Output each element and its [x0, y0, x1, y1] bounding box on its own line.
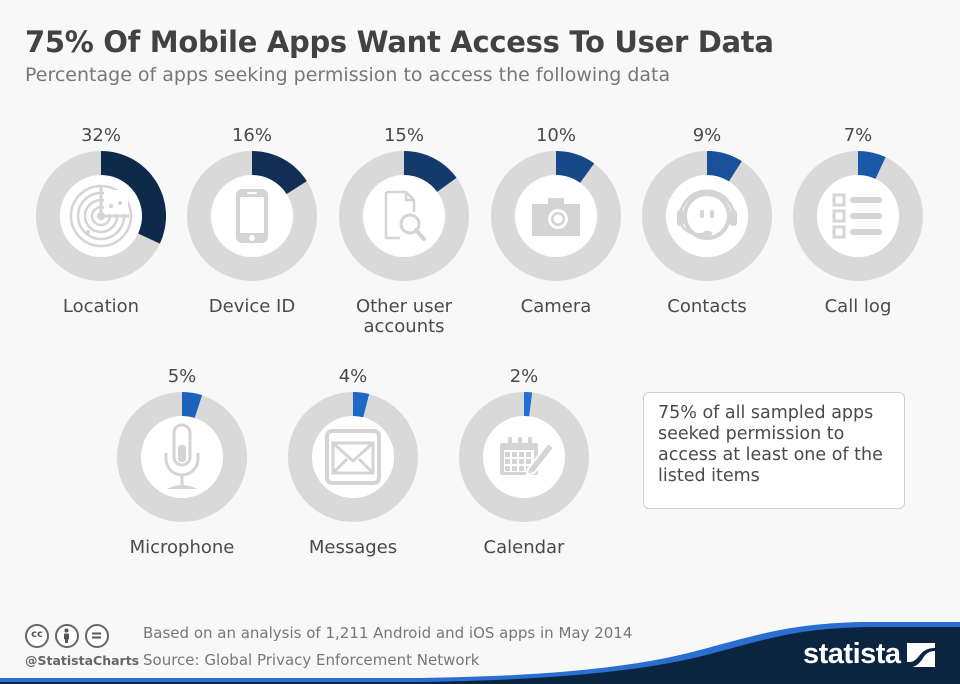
- list-icon: [832, 193, 882, 239]
- donut-value-arc: [556, 151, 595, 183]
- data-label: 2%: [510, 366, 539, 387]
- category-label: Microphone: [130, 537, 235, 558]
- methodology-note: Based on an analysis of 1,211 Android an…: [143, 624, 633, 642]
- data-label: 32%: [81, 125, 121, 146]
- chart-subtitle: Percentage of apps seeking permission to…: [25, 64, 671, 86]
- no-derivatives-icon: [85, 624, 109, 648]
- donut-calendar: 2% Calendar: [459, 366, 589, 558]
- category-label: Contacts: [667, 296, 746, 317]
- camera-icon: [532, 198, 580, 236]
- summary-note-text: 75% of all sampled apps seeked permissio…: [658, 403, 883, 486]
- microphone-icon: [164, 423, 200, 489]
- data-label: 4%: [339, 366, 368, 387]
- summary-note-box: 75% of all sampled apps seeked permissio…: [643, 392, 905, 509]
- headset-icon: [677, 189, 737, 240]
- donut-value-arc: [858, 151, 886, 179]
- statista-logo-text[interactable]: statista: [803, 638, 901, 670]
- donut-value-arc: [353, 392, 370, 418]
- category-label: Calendar: [484, 537, 566, 558]
- category-label: accounts: [363, 316, 444, 337]
- cc-icon: cc: [25, 624, 49, 648]
- data-label: 15%: [384, 125, 424, 146]
- category-label: Device ID: [209, 296, 295, 317]
- donut-location: 32% Location: [36, 125, 166, 317]
- donut-camera: 10% Camera: [491, 125, 621, 317]
- category-label: Location: [63, 296, 139, 317]
- donut-messages: 4% Messages: [288, 366, 418, 558]
- brand-wave-dark: [0, 627, 960, 684]
- license-icons: cc: [25, 624, 109, 648]
- donut-value-arc: [182, 392, 203, 419]
- data-label: 10%: [536, 125, 576, 146]
- donut-hole: [312, 416, 394, 498]
- donut-chart-grid: 32% Location 16% Device ID 15% Other useracco…: [36, 125, 923, 558]
- category-label: Call log: [825, 296, 892, 317]
- category-label: Camera: [521, 296, 592, 317]
- data-label: 7%: [844, 125, 873, 146]
- donut-call-log: 7% Call log: [793, 125, 923, 317]
- donut-microphone: 5% Microphone: [117, 366, 247, 558]
- brand-wave: [0, 622, 960, 684]
- donut-value-arc: [252, 151, 307, 195]
- category-label: Other user: [356, 296, 453, 317]
- attribution-icon: [55, 624, 79, 648]
- chart-title: 75% Of Mobile Apps Want Access To User D…: [25, 25, 774, 59]
- data-label: 5%: [168, 366, 197, 387]
- category-label: Messages: [309, 537, 397, 558]
- source-note: Source: Global Privacy Enforcement Netwo…: [143, 651, 480, 669]
- smartphone-icon: [236, 189, 268, 243]
- envelope-icon: [325, 429, 381, 485]
- data-label: 16%: [232, 125, 272, 146]
- donut-contacts: 9% Contacts: [642, 125, 772, 317]
- donut-value-arc: [524, 392, 533, 417]
- statista-logo-icon: [907, 643, 935, 667]
- data-label: 9%: [693, 125, 722, 146]
- donut-value-arc: [707, 151, 742, 182]
- document-search-icon: [384, 190, 426, 241]
- donut-device-id: 16% Device ID: [187, 125, 317, 317]
- donut-value-arc: [101, 151, 166, 244]
- donut-hole: [666, 175, 748, 257]
- calendar-edit-icon: [500, 437, 556, 477]
- twitter-handle: @StatistaCharts: [25, 653, 140, 668]
- radar-icon: [69, 184, 133, 248]
- donut-value-arc: [404, 151, 457, 192]
